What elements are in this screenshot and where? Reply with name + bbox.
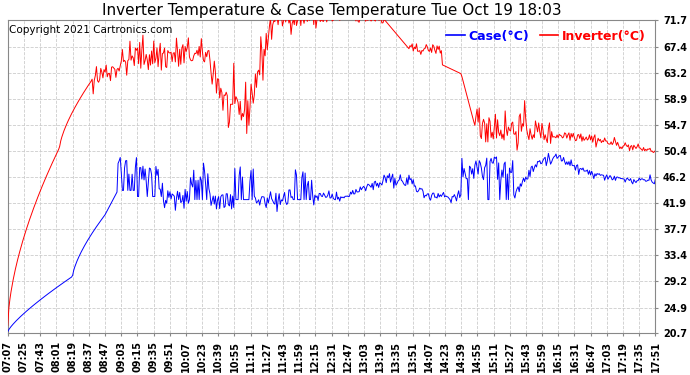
Legend: Case(°C), Inverter(°C): Case(°C), Inverter(°C): [446, 30, 646, 43]
Text: Copyright 2021 Cartronics.com: Copyright 2021 Cartronics.com: [9, 25, 172, 35]
Title: Inverter Temperature & Case Temperature Tue Oct 19 18:03: Inverter Temperature & Case Temperature …: [102, 3, 562, 18]
